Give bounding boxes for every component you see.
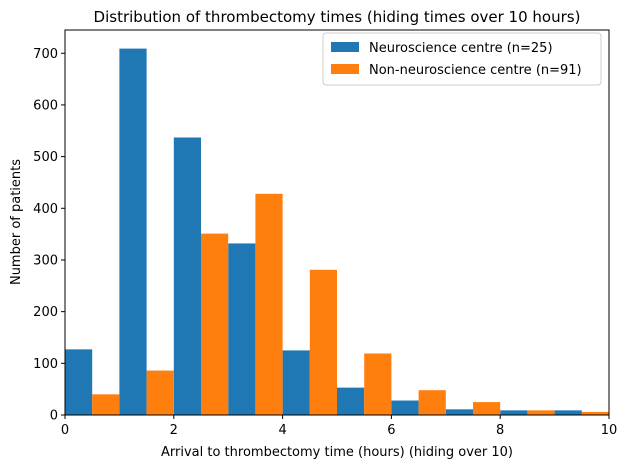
x-tick-label: 8 <box>496 423 504 438</box>
bar-series1-bin5 <box>364 353 392 415</box>
bar-series1-bin1 <box>146 370 174 415</box>
bar-series1-bin8 <box>527 410 555 415</box>
bar-series0-bin6 <box>391 400 419 415</box>
x-tick-label: 4 <box>278 423 286 438</box>
y-tick-label: 400 <box>33 202 58 217</box>
y-tick-label: 0 <box>50 409 58 424</box>
bar-series0-bin8 <box>500 410 528 415</box>
x-tick-label: 10 <box>601 423 618 438</box>
chart-title: Distribution of thrombectomy times (hidi… <box>94 8 581 26</box>
legend-swatch-non-neuroscience <box>331 64 359 74</box>
bar-series0-bin4 <box>282 350 310 415</box>
y-axis-title: Number of patients <box>9 159 24 285</box>
legend: Neuroscience centre (n=25) Non-neuroscie… <box>322 32 602 86</box>
legend-label-non-neuroscience: Non-neuroscience centre (n=91) <box>369 63 582 78</box>
bar-series0-bin5 <box>337 387 365 415</box>
y-tick-label: 300 <box>33 253 58 268</box>
bar-series0-bin2 <box>173 137 201 415</box>
bar-series0-bin0 <box>65 349 93 415</box>
bar-series1-bin6 <box>418 390 446 415</box>
bar-series0-bin9 <box>554 410 582 415</box>
bar-series1-bin2 <box>201 233 229 415</box>
bar-series0-bin1 <box>119 48 147 415</box>
bar-series0-bin7 <box>445 409 473 415</box>
legend-label-neuroscience: Neuroscience centre (n=25) <box>369 41 553 56</box>
y-tick-label: 500 <box>33 150 58 165</box>
legend-swatch-neuroscience <box>331 42 359 52</box>
legend-frame <box>322 32 602 86</box>
bars-group <box>65 48 609 415</box>
bar-series1-bin9 <box>581 411 609 415</box>
x-tick-label: 2 <box>170 423 178 438</box>
bar-series1-bin3 <box>255 193 283 415</box>
x-tick-label: 6 <box>387 423 395 438</box>
y-tick-label: 700 <box>33 47 58 62</box>
bar-series1-bin7 <box>473 402 501 415</box>
bar-series1-bin0 <box>92 394 120 415</box>
y-tick-label: 100 <box>33 357 58 372</box>
plot-frame <box>64 29 610 416</box>
x-tick-label: 0 <box>61 423 69 438</box>
bar-series0-bin3 <box>228 243 256 415</box>
y-tick-label: 200 <box>33 305 58 320</box>
x-axis-title: Arrival to thrombectomy time (hours) (hi… <box>161 445 513 460</box>
bar-series1-bin4 <box>309 269 337 415</box>
y-tick-label: 600 <box>33 98 58 113</box>
